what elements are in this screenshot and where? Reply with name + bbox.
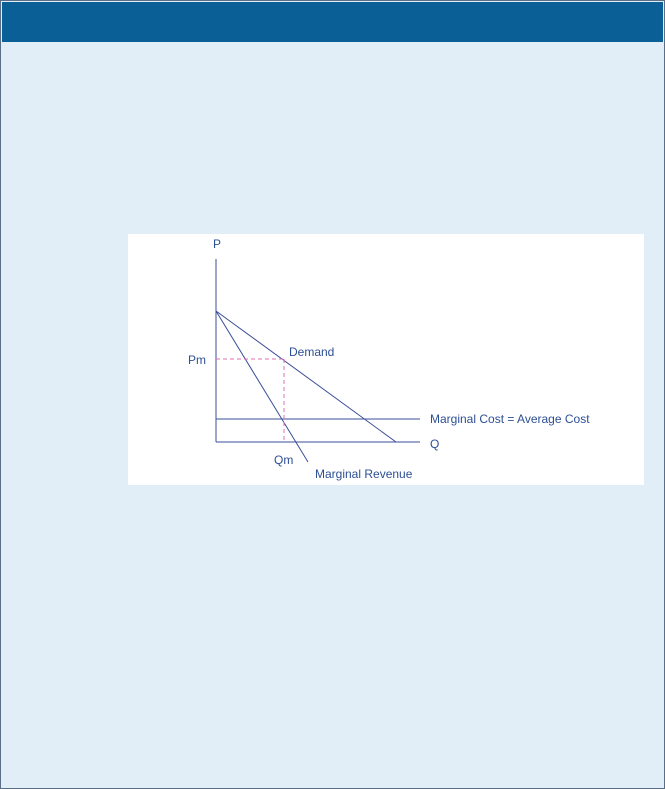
y-axis-label: P (213, 237, 221, 251)
header-bar (2, 2, 663, 42)
marginal-revenue-curve (215, 310, 309, 463)
monopoly-diagram: P Q Pm Qm Demand Marginal Revenue Margin… (128, 234, 644, 485)
marginal-revenue-label: Marginal Revenue (315, 467, 413, 481)
cost-label: Marginal Cost = Average Cost (430, 412, 590, 426)
price-label: Pm (188, 353, 206, 367)
demand-curve (215, 310, 397, 443)
quantity-label: Qm (274, 453, 293, 467)
demand-label: Demand (289, 345, 334, 359)
x-axis-label: Q (430, 437, 439, 451)
